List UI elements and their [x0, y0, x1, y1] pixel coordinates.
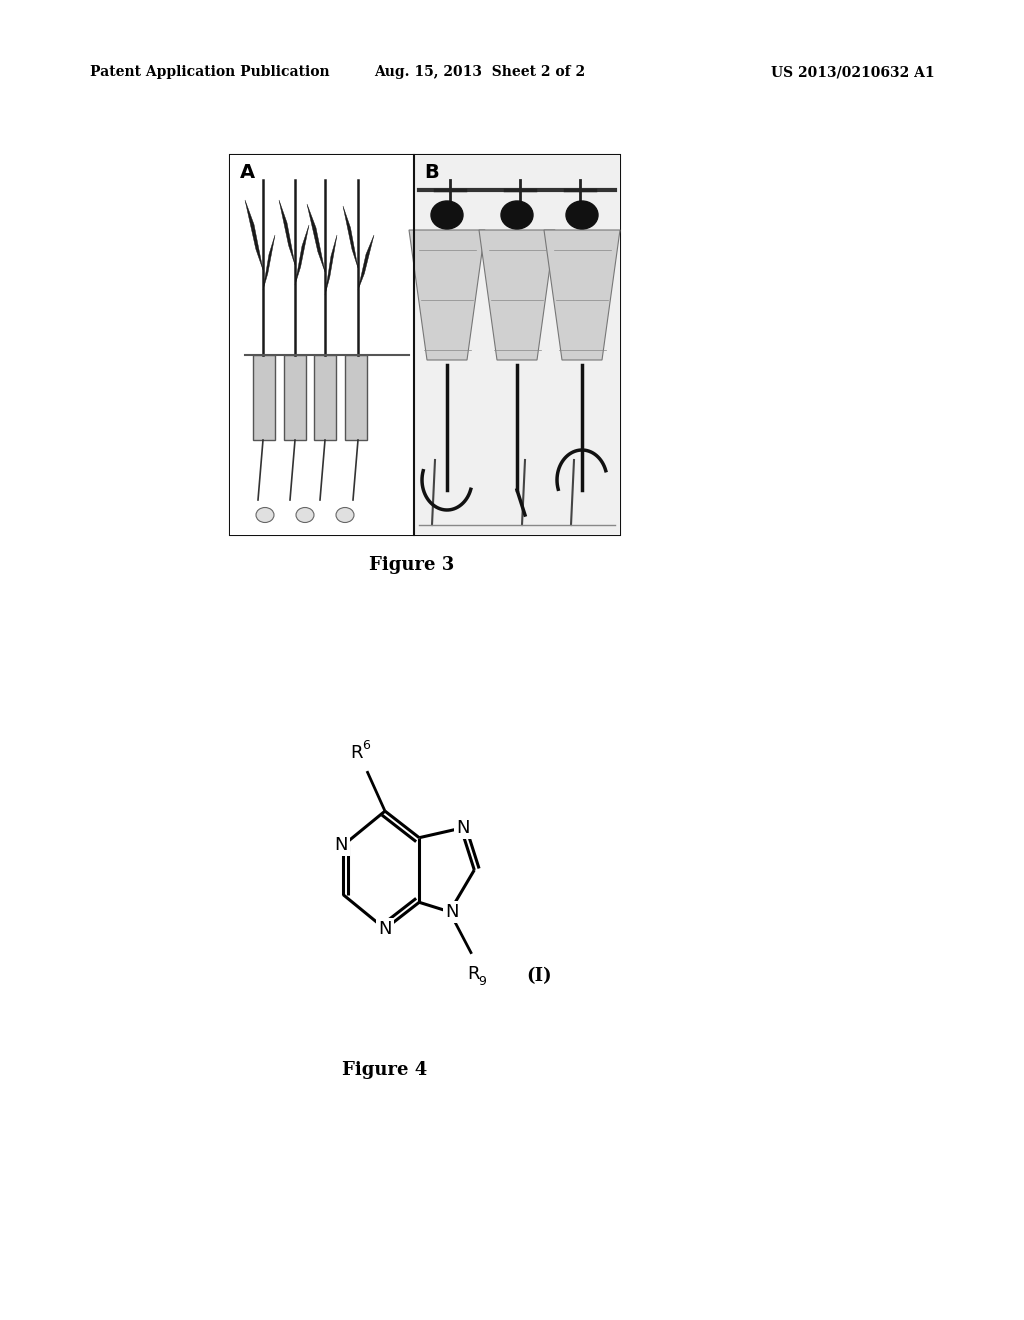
- Polygon shape: [409, 230, 485, 360]
- Text: N: N: [457, 820, 470, 837]
- Ellipse shape: [566, 201, 598, 228]
- Bar: [253, 355, 275, 440]
- Ellipse shape: [431, 201, 463, 228]
- Bar: [314, 355, 336, 440]
- Ellipse shape: [296, 507, 314, 523]
- Polygon shape: [307, 205, 325, 272]
- Text: R: R: [467, 965, 480, 983]
- Ellipse shape: [256, 507, 274, 523]
- Polygon shape: [343, 206, 358, 268]
- Polygon shape: [479, 230, 555, 360]
- Text: 6: 6: [362, 739, 370, 751]
- Bar: [345, 355, 367, 440]
- Polygon shape: [245, 201, 263, 271]
- Text: N: N: [378, 920, 392, 939]
- Ellipse shape: [501, 201, 534, 228]
- Text: 9: 9: [478, 975, 486, 989]
- Polygon shape: [358, 235, 374, 290]
- Bar: [284, 355, 306, 440]
- Polygon shape: [544, 230, 620, 360]
- Text: B: B: [424, 164, 438, 182]
- Polygon shape: [295, 224, 309, 285]
- Text: R: R: [351, 744, 364, 762]
- Text: (I): (I): [526, 966, 552, 985]
- Text: Figure 3: Figure 3: [370, 556, 455, 574]
- Text: Aug. 15, 2013  Sheet 2 of 2: Aug. 15, 2013 Sheet 2 of 2: [375, 65, 586, 79]
- Bar: [230, 154, 414, 535]
- Text: N: N: [335, 837, 348, 854]
- Text: N: N: [444, 903, 459, 921]
- Bar: [414, 154, 620, 535]
- Bar: [230, 154, 620, 535]
- Polygon shape: [325, 235, 337, 294]
- Text: Patent Application Publication: Patent Application Publication: [90, 65, 330, 79]
- Polygon shape: [279, 201, 295, 265]
- Text: A: A: [240, 164, 255, 182]
- Text: Figure 4: Figure 4: [342, 1061, 428, 1078]
- Text: US 2013/0210632 A1: US 2013/0210632 A1: [771, 65, 935, 79]
- Ellipse shape: [336, 507, 354, 523]
- Polygon shape: [263, 235, 275, 290]
